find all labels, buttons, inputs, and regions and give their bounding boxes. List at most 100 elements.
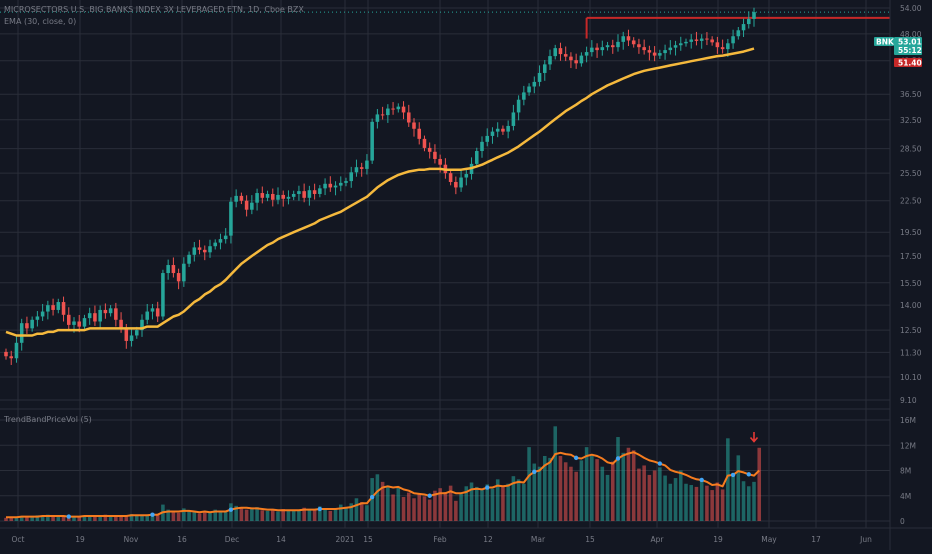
candle[interactable] <box>511 112 516 126</box>
candle[interactable] <box>490 131 495 136</box>
volume-bar[interactable] <box>443 491 448 521</box>
candle[interactable] <box>66 314 71 325</box>
candle[interactable] <box>197 247 202 250</box>
volume-bar[interactable] <box>548 457 552 521</box>
volume-bar[interactable] <box>569 466 573 521</box>
volume-bar[interactable] <box>746 486 751 521</box>
candle[interactable] <box>124 328 129 341</box>
candle[interactable] <box>93 313 97 322</box>
volume-bar[interactable] <box>448 485 453 521</box>
candle[interactable] <box>569 56 573 61</box>
candle[interactable] <box>563 54 568 57</box>
volume-bar[interactable] <box>108 515 113 521</box>
candle[interactable] <box>689 39 694 42</box>
candle[interactable] <box>454 181 458 188</box>
candle[interactable] <box>302 191 306 198</box>
volume-bar[interactable] <box>380 481 385 521</box>
candle[interactable] <box>406 112 411 123</box>
candle[interactable] <box>558 48 563 55</box>
volume-bar[interactable] <box>511 476 516 521</box>
candle[interactable] <box>318 188 322 194</box>
volume-bar[interactable] <box>684 483 688 521</box>
volume-bar[interactable] <box>250 509 254 521</box>
volume-bar[interactable] <box>370 478 374 521</box>
volume-bar[interactable] <box>563 462 568 521</box>
volume-bar[interactable] <box>699 479 704 521</box>
volume-bar[interactable] <box>150 513 155 521</box>
volume-bar[interactable] <box>307 510 312 521</box>
volume-bar[interactable] <box>87 515 92 521</box>
candle[interactable] <box>537 72 542 82</box>
candle[interactable] <box>542 64 547 73</box>
volume-bar[interactable] <box>480 490 484 521</box>
volume-bar[interactable] <box>218 510 223 521</box>
volume-bar[interactable] <box>93 516 97 521</box>
candle[interactable] <box>171 265 176 274</box>
volume-bar[interactable] <box>260 510 265 521</box>
volume-bar[interactable] <box>208 512 212 521</box>
candle[interactable] <box>77 321 82 327</box>
volume-bar[interactable] <box>621 452 626 521</box>
candle[interactable] <box>333 185 338 188</box>
candle[interactable] <box>516 99 521 113</box>
volume-bar[interactable] <box>276 511 280 521</box>
volume-bar[interactable] <box>239 508 244 521</box>
volume-bar[interactable] <box>46 514 50 521</box>
volume-bar[interactable] <box>61 516 66 521</box>
volume-bar[interactable] <box>464 486 469 521</box>
volume-average-line[interactable] <box>6 451 760 519</box>
volume-bar[interactable] <box>35 515 40 521</box>
candle[interactable] <box>323 183 327 189</box>
volume-bar[interactable] <box>673 478 678 521</box>
volume-bar[interactable] <box>223 512 228 521</box>
volume-bar[interactable] <box>265 510 270 521</box>
candle[interactable] <box>244 200 249 210</box>
volume-bar[interactable] <box>694 486 699 521</box>
volume-bar[interactable] <box>328 510 333 521</box>
volume-bar[interactable] <box>720 489 725 521</box>
volume-bar[interactable] <box>652 470 657 522</box>
candle[interactable] <box>129 335 134 341</box>
ema-legend[interactable]: EMA (30, close, 0) <box>4 17 76 26</box>
candle[interactable] <box>605 45 610 48</box>
volume-bar[interactable] <box>642 465 646 521</box>
candle[interactable] <box>736 30 741 37</box>
volume-bar[interactable] <box>234 505 238 521</box>
candle[interactable] <box>668 47 673 51</box>
volume-bar[interactable] <box>485 484 490 521</box>
volume-bar[interactable] <box>9 517 14 521</box>
candle[interactable] <box>600 47 605 51</box>
candle[interactable] <box>87 313 92 319</box>
candle[interactable] <box>673 45 678 48</box>
candle[interactable] <box>145 311 150 320</box>
volume-bar[interactable] <box>490 488 495 521</box>
candle[interactable] <box>548 56 552 65</box>
candle[interactable] <box>265 193 270 198</box>
volume-bar[interactable] <box>422 496 427 521</box>
volume-bar[interactable] <box>312 509 317 521</box>
candle[interactable] <box>584 52 589 56</box>
volume-bar[interactable] <box>213 509 218 521</box>
candle[interactable] <box>9 356 14 359</box>
volume-bar[interactable] <box>610 461 615 521</box>
candle[interactable] <box>637 44 641 48</box>
volume-bar[interactable] <box>338 504 343 521</box>
volume-bar[interactable] <box>726 438 730 521</box>
volume-bar[interactable] <box>401 497 406 521</box>
candle[interactable] <box>213 242 218 247</box>
candle[interactable] <box>187 254 191 264</box>
volume-bar[interactable] <box>134 515 139 521</box>
candle[interactable] <box>427 147 432 152</box>
volume-bar[interactable] <box>579 460 584 521</box>
volume-bar[interactable] <box>40 515 45 521</box>
candle[interactable] <box>281 194 286 199</box>
candle[interactable] <box>365 160 369 169</box>
candle[interactable] <box>223 235 228 240</box>
candle[interactable] <box>134 330 139 336</box>
candle[interactable] <box>354 167 359 173</box>
candle[interactable] <box>291 193 296 197</box>
volume-bar[interactable] <box>433 490 437 521</box>
candle[interactable] <box>297 191 301 194</box>
volume-bar[interactable] <box>270 509 275 521</box>
volume-bar[interactable] <box>647 474 652 521</box>
